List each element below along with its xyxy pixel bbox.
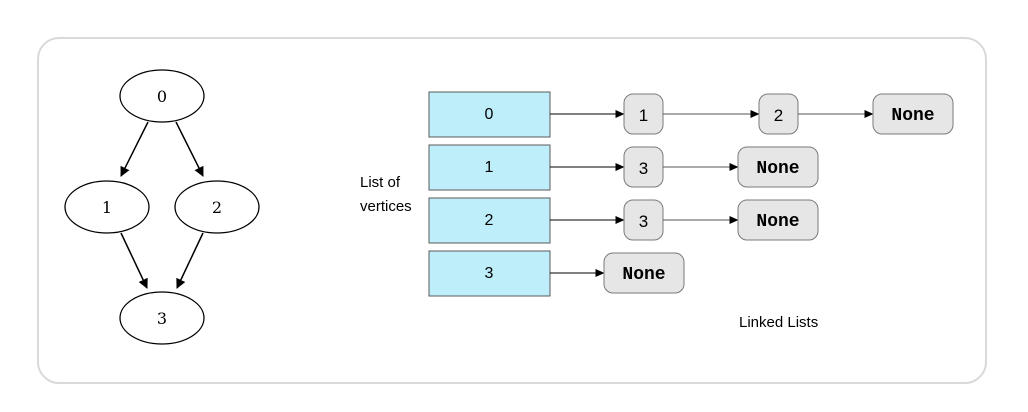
list-node-row0-1: 1: [623, 93, 664, 135]
vertex-cell-3-label: 3: [485, 265, 494, 282]
list-node-row2-1-label: 3: [639, 212, 648, 231]
list-node-row0-2-label: 2: [774, 106, 783, 125]
list-node-row3-none-label: None: [622, 265, 665, 285]
vertex-cell-1: 1: [428, 144, 551, 191]
graph-edge-1-3: [120, 232, 148, 289]
graph-node-3-label: 3: [157, 309, 167, 328]
vertex-cell-3: 3: [428, 250, 551, 297]
graph-node-1-label: 1: [102, 198, 112, 217]
graph: 0 1 2 3: [64, 69, 260, 345]
graph-node-2-label: 2: [212, 198, 222, 217]
list-node-row2-none-label: None: [756, 212, 799, 232]
list-node-row2-none: None: [737, 199, 819, 241]
list-node-row2-1: 3: [623, 199, 664, 241]
vertices-label-line1: List of: [360, 174, 401, 191]
list-node-row1-none-label: None: [756, 159, 799, 179]
list-node-row1-none: None: [737, 146, 819, 188]
list-node-row1-1-label: 3: [639, 159, 648, 178]
linked-lists-label: Linked Lists: [739, 314, 818, 331]
list-node-row3-none: None: [603, 252, 685, 294]
list-node-row1-1: 3: [623, 146, 664, 188]
graph-edge-0-2: [175, 121, 204, 177]
graph-node-0: 0: [119, 69, 205, 123]
graph-node-1: 1: [64, 180, 150, 234]
graph-node-3: 3: [119, 291, 205, 345]
vertex-cell-1-label: 1: [485, 159, 494, 176]
vertex-cell-0: 0: [428, 91, 551, 138]
graph-node-0-label: 0: [157, 87, 167, 106]
vertex-cell-2-label: 2: [485, 212, 494, 229]
list-node-row0-none: None: [872, 93, 954, 135]
vertex-cell-0-label: 0: [485, 106, 494, 123]
adjacency-list: List of vertices 0 1 2 3 1 2: [360, 91, 954, 331]
vertex-cell-2: 2: [428, 197, 551, 244]
graph-node-2: 2: [174, 180, 260, 234]
list-node-row0-2: 2: [758, 93, 799, 135]
list-node-row0-none-label: None: [891, 106, 934, 126]
vertices-label-line2: vertices: [360, 198, 412, 215]
list-node-row0-1-label: 1: [639, 106, 648, 125]
graph-edge-2-3: [176, 232, 204, 289]
graph-edge-0-1: [120, 121, 149, 177]
